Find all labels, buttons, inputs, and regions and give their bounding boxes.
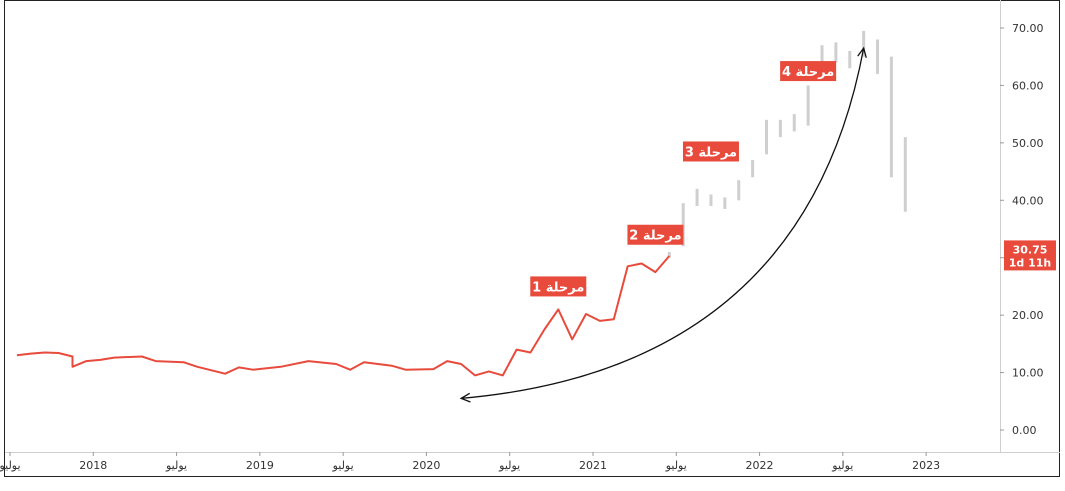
x-tick-label: يوليو <box>831 459 853 472</box>
y-tick-label: 20.00 <box>1012 309 1044 322</box>
x-tick-label: يوليو <box>665 459 687 472</box>
phase-label-text: مرحلة 1 <box>532 280 584 295</box>
price-line-layer <box>16 255 671 377</box>
range-bar <box>695 188 699 207</box>
phase-labels-layer: مرحلة 1 مرحلة 2 مرحلة 3 مرحلة 4 <box>530 61 837 297</box>
chart-border <box>4 0 1060 477</box>
x-tick-label: 2023 <box>912 459 940 472</box>
range-bar <box>820 45 824 74</box>
x-tick-label: يوليو <box>165 459 187 472</box>
y-tick-label: 60.00 <box>1012 79 1044 92</box>
phase-label-text: مرحلة 2 <box>629 229 681 244</box>
range-bars-layer <box>667 30 907 258</box>
range-bar <box>889 56 893 178</box>
last-price-badge-bg <box>1004 240 1056 271</box>
phase-label-bg <box>682 141 739 162</box>
range-bar <box>681 203 685 247</box>
arrow-layer <box>459 46 867 403</box>
phase-label: مرحلة 4 <box>780 61 837 82</box>
phase-label: مرحلة 1 <box>530 276 587 297</box>
range-bar <box>903 137 907 212</box>
x-tick-label: يوليو <box>332 459 354 472</box>
arrow-head-end <box>857 46 867 58</box>
range-bar <box>723 197 727 209</box>
range-bar <box>764 119 768 155</box>
x-tick-label: يوليو <box>0 459 21 472</box>
range-bar <box>778 119 782 138</box>
last-price-value: 30.75 <box>1013 243 1048 256</box>
time-axis[interactable]: يوليو 2018 يوليو 2019 يوليو 2020 يوليو 2021 يولي… <box>0 452 940 472</box>
y-tick-label: 50.00 <box>1012 137 1044 150</box>
range-bar <box>709 194 713 207</box>
range-bar <box>737 180 741 201</box>
phase-label-bg <box>780 61 837 82</box>
price-line <box>16 255 671 377</box>
range-bar <box>751 160 755 178</box>
phase-label: مرحلة 3 <box>682 141 739 162</box>
range-bar <box>834 42 838 63</box>
phase-label-bg <box>627 224 684 245</box>
x-tick-label: 2019 <box>246 459 274 472</box>
range-bar <box>806 85 810 126</box>
y-tick-label: 10.00 <box>1012 367 1044 380</box>
y-tick-label: 70.00 <box>1012 22 1044 35</box>
phase-label-bg <box>530 276 587 297</box>
y-tick-label: 0.00 <box>1012 424 1037 437</box>
x-tick-label: 2022 <box>746 459 774 472</box>
x-tick-label: 2018 <box>79 459 107 472</box>
range-bar <box>792 114 796 132</box>
phase-label-text: مرحلة 4 <box>782 65 834 80</box>
growth-arrow <box>461 47 865 400</box>
x-tick-label: 2021 <box>579 459 607 472</box>
phase-label: مرحلة 2 <box>627 224 684 245</box>
y-tick-label: 40.00 <box>1012 194 1044 207</box>
range-bar <box>667 251 671 258</box>
range-bar <box>862 30 866 57</box>
range-bar <box>876 39 880 74</box>
x-tick-label: يوليو <box>498 459 520 472</box>
phase-label-text: مرحلة 3 <box>685 145 737 160</box>
x-tick-label: 2020 <box>412 459 440 472</box>
range-bar <box>848 50 852 69</box>
arrow-head-start <box>459 392 471 403</box>
last-price-countdown: 1d 11h <box>1009 256 1052 269</box>
